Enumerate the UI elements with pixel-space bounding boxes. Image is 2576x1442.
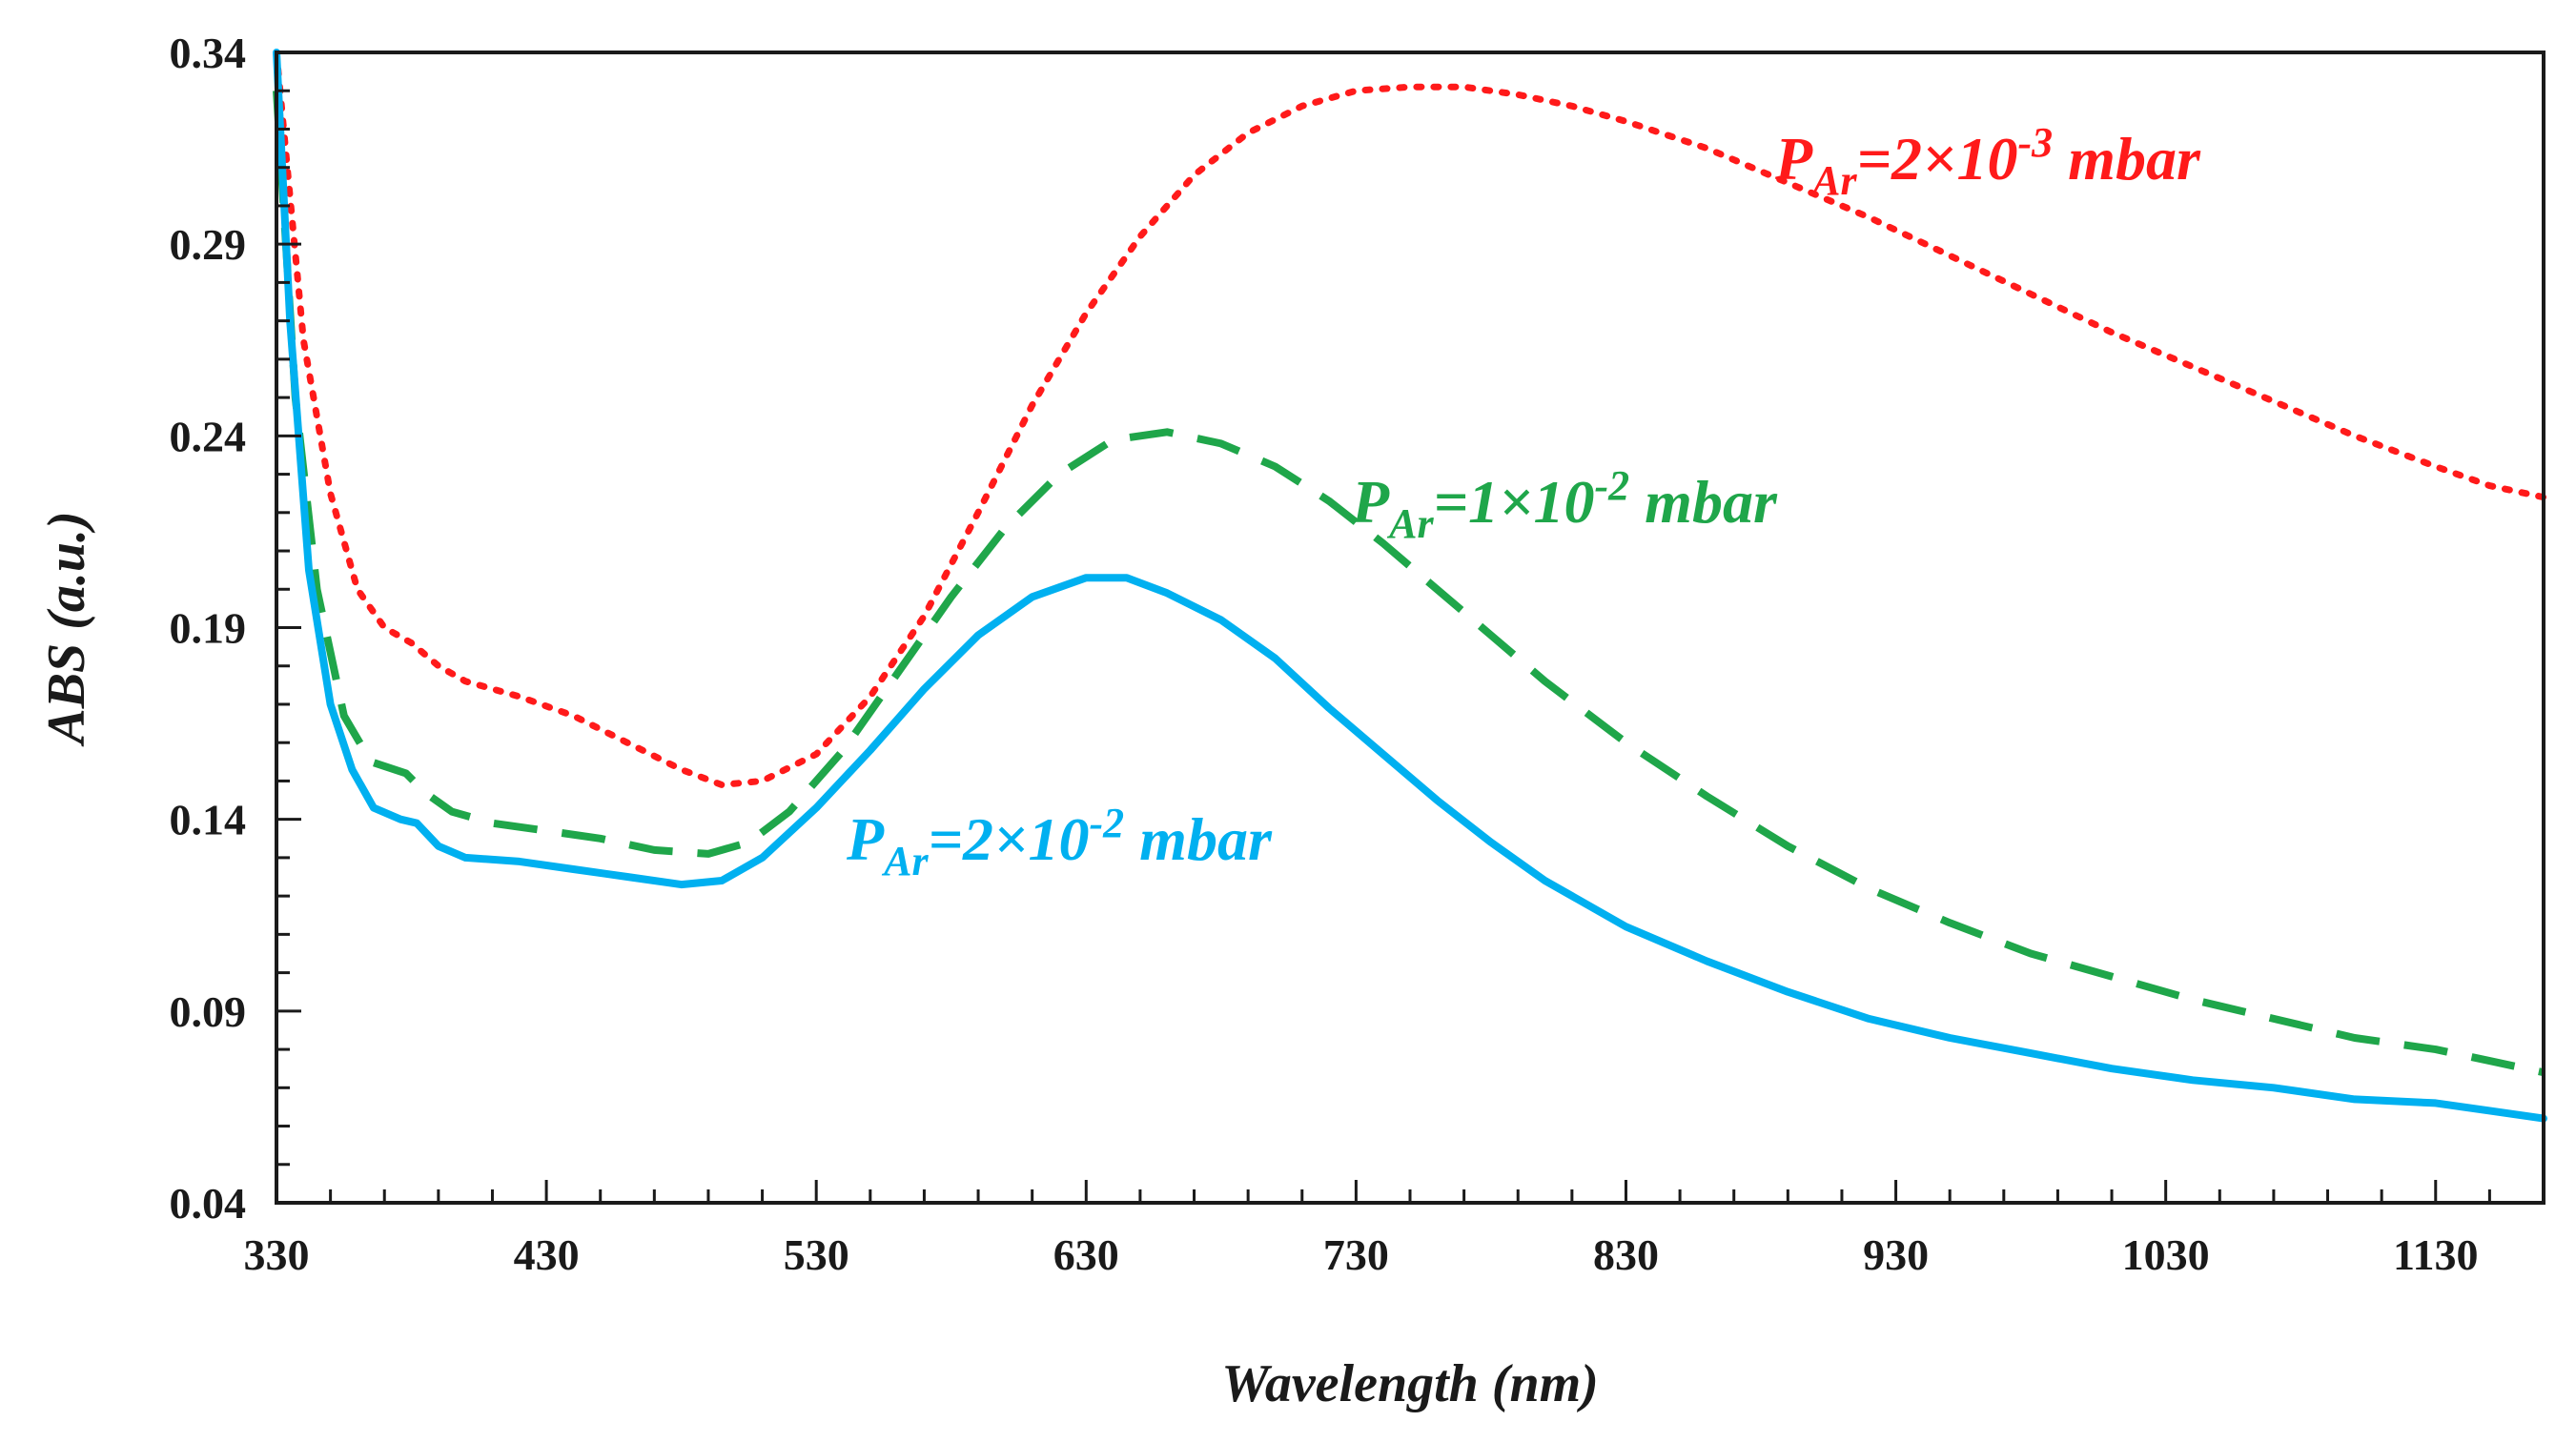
x-tick-label: 1130 [2393,1230,2478,1279]
x-tick-label: 430 [514,1230,580,1279]
label-subscript: Ar [1809,157,1857,204]
series-label-red-dotted: PAr=2×10-3 mbar [1774,119,2201,204]
label-superscript: -2 [1595,462,1630,509]
series-layer [273,49,2547,1123]
label-unit: mbar [1124,805,1273,873]
x-tick-label: 530 [784,1230,849,1279]
label-unit: mbar [2053,125,2201,193]
label-p: P [846,805,885,873]
y-tick-label: 0.24 [170,412,247,460]
x-tick-label: 630 [1053,1230,1119,1279]
x-tick-label: 930 [1863,1230,1929,1279]
x-tick-label: 730 [1323,1230,1389,1279]
x-tick-label: 1030 [2122,1230,2210,1279]
series-label-blue-solid: PAr=2×10-2 mbar [846,800,1273,884]
y-tick-label: 0.34 [170,29,247,77]
label-main: =2×10 [929,805,1090,873]
series-line-dashed [273,90,2545,1077]
y-tick-label: 0.09 [170,987,247,1036]
y-tick-label: 0.04 [170,1179,247,1228]
label-superscript: -3 [2018,119,2054,166]
x-tick-label: 830 [1593,1230,1659,1279]
label-superscript: -2 [1090,800,1125,846]
series-line-solid [273,49,2547,1123]
label-unit: mbar [1629,468,1778,536]
series-label-green-dashed: PAr=1×10-2 mbar [1351,462,1778,547]
x-tick-label: 330 [244,1230,310,1279]
y-tick-label: 0.29 [170,220,247,269]
series-line-dotted [273,49,2547,788]
label-p: P [1351,468,1390,536]
x-axis-title: Wavelength (nm) [1221,1354,1599,1413]
label-p: P [1774,125,1813,193]
label-subscript: Ar [1386,500,1434,547]
y-tick-label: 0.14 [170,796,247,844]
label-main: =1×10 [1434,468,1595,536]
y-axis-title: ABS (a.u.) [37,511,96,746]
y-tick-label: 0.19 [170,604,247,653]
axis-label-layer: 0.04 0.09 0.14 0.19 0.24 0.29 0.34 330 430 530 630… [170,29,2479,1279]
label-subscript: Ar [881,838,929,884]
label-main: =2×10 [1857,125,2018,193]
tick-layer [275,51,2545,1205]
